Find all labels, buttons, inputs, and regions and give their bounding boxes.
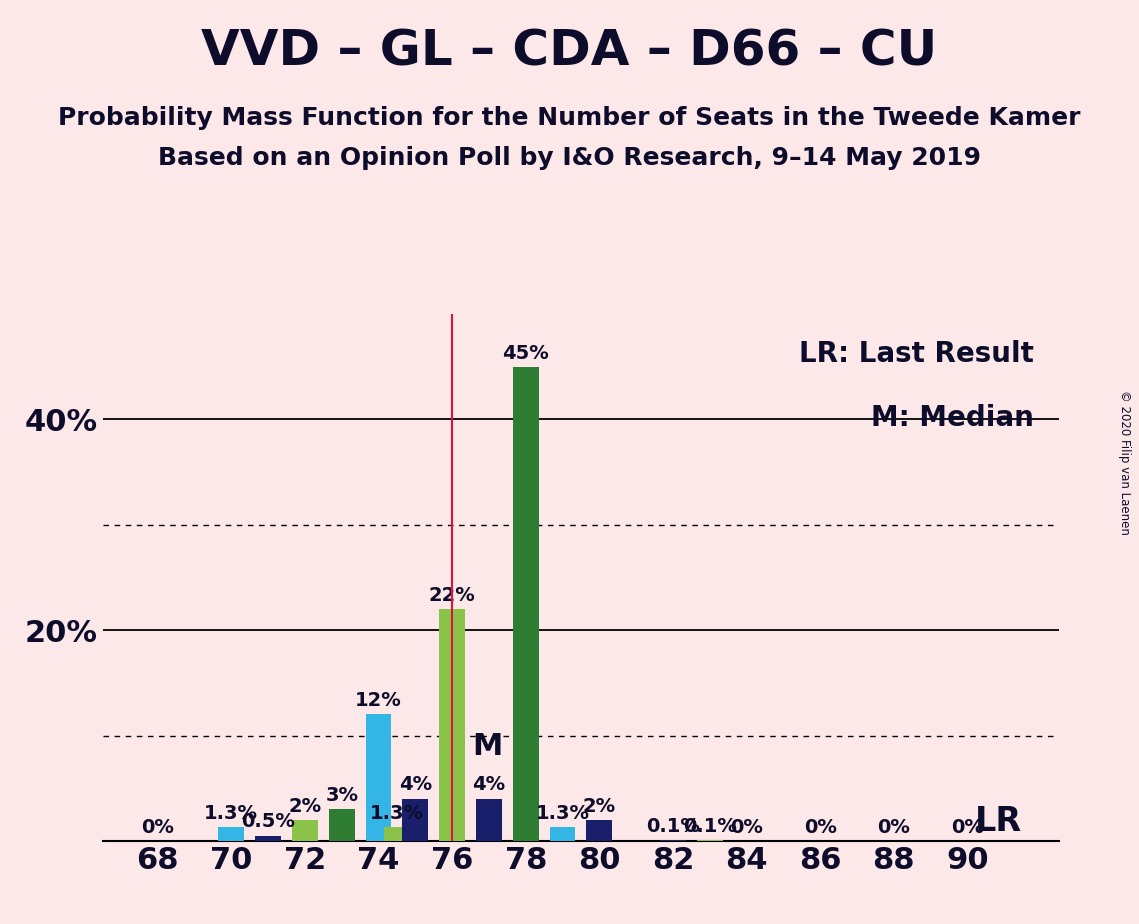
Text: Probability Mass Function for the Number of Seats in the Tweede Kamer: Probability Mass Function for the Number… (58, 106, 1081, 130)
Text: M: M (473, 732, 502, 760)
Bar (476, 798, 502, 841)
Text: LR: LR (975, 806, 1023, 838)
Text: 0.5%: 0.5% (241, 812, 295, 832)
Bar (219, 827, 244, 841)
Text: Based on an Opinion Poll by I&O Research, 9–14 May 2019: Based on an Opinion Poll by I&O Research… (158, 146, 981, 170)
Bar (255, 835, 281, 841)
Text: 1.3%: 1.3% (535, 804, 590, 823)
Bar (587, 820, 612, 841)
Text: LR: Last Result: LR: Last Result (798, 341, 1033, 369)
Bar (513, 367, 539, 841)
Text: 2%: 2% (288, 796, 321, 816)
Text: 1.3%: 1.3% (204, 804, 259, 823)
Text: 0%: 0% (951, 818, 984, 836)
Text: 0%: 0% (730, 818, 763, 836)
Text: © 2020 Filip van Laenen: © 2020 Filip van Laenen (1118, 390, 1131, 534)
Bar (697, 840, 722, 841)
Bar (440, 609, 465, 841)
Bar (329, 809, 354, 841)
Bar (659, 840, 686, 841)
Text: 1.3%: 1.3% (370, 804, 424, 823)
Text: M: Median: M: Median (870, 404, 1033, 432)
Text: 0%: 0% (877, 818, 910, 836)
Text: 4%: 4% (473, 775, 506, 795)
Text: 4%: 4% (399, 775, 432, 795)
Bar (292, 820, 318, 841)
Text: 0.1%: 0.1% (682, 817, 737, 835)
Text: 0%: 0% (141, 818, 174, 836)
Text: 3%: 3% (326, 786, 358, 805)
Text: VVD – GL – CDA – D66 – CU: VVD – GL – CDA – D66 – CU (202, 28, 937, 76)
Bar (366, 714, 392, 841)
Text: 22%: 22% (428, 586, 475, 605)
Bar (550, 827, 575, 841)
Text: 12%: 12% (355, 691, 402, 711)
Text: 45%: 45% (502, 344, 549, 362)
Bar (402, 798, 428, 841)
Text: 0%: 0% (804, 818, 836, 836)
Bar (384, 827, 410, 841)
Text: 0.1%: 0.1% (646, 817, 699, 835)
Text: 2%: 2% (583, 796, 616, 816)
